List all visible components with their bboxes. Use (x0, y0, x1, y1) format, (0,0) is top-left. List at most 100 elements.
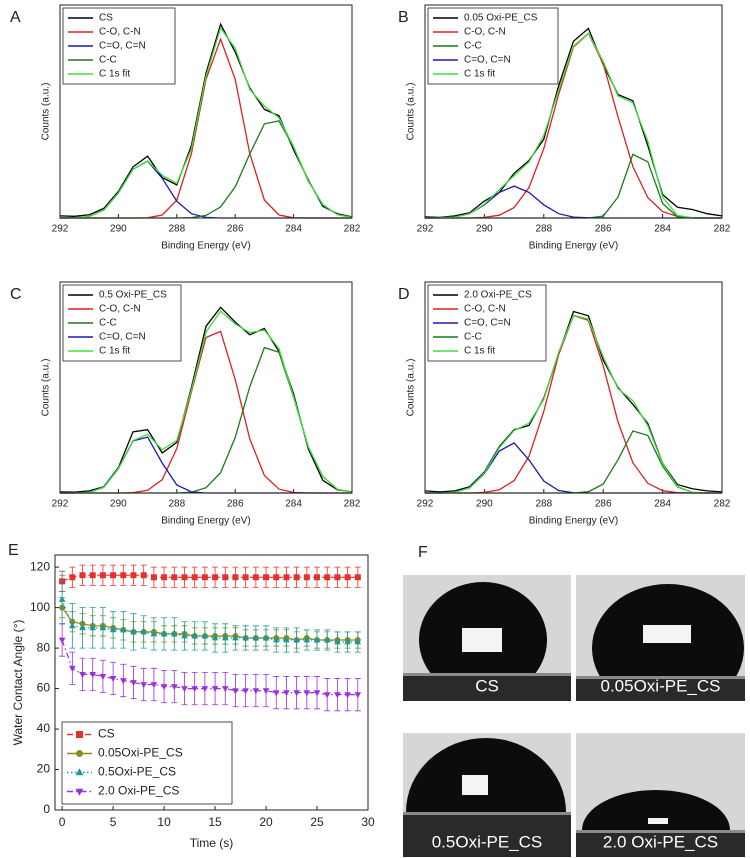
marker (140, 572, 147, 579)
legend-label: 2.0 Oxi-PE_CS (98, 784, 179, 798)
marker (313, 690, 321, 697)
legend-label: C-O, C-N (464, 304, 506, 315)
droplet-highlight (462, 775, 488, 795)
y-axis-title: Counts (a.u.) (41, 83, 52, 141)
marker (354, 638, 362, 645)
x-tick-label: 282 (714, 224, 731, 235)
plot-frame (59, 4, 353, 219)
plot-frame (54, 554, 369, 811)
marker (58, 595, 66, 602)
marker (69, 665, 76, 672)
series-line (60, 310, 353, 494)
x-tick-label: 292 (52, 224, 69, 235)
marker (222, 574, 229, 581)
substrate-edge (576, 830, 745, 833)
x-tick-label: 15 (208, 815, 222, 829)
marker (272, 690, 280, 697)
panel-label: B (398, 9, 409, 26)
marker (334, 638, 341, 645)
marker (324, 574, 331, 581)
panel-label: D (398, 286, 410, 303)
legend-label: 0.5Oxi-PE_CS (98, 765, 176, 779)
x-tick-label: 282 (344, 224, 361, 235)
y-tick-label: 100 (30, 600, 50, 614)
legend-label: C=O, C=N (464, 318, 511, 329)
marker (232, 634, 239, 641)
legend-label: C-C (464, 332, 482, 343)
series-line (60, 120, 353, 219)
droplet-highlight (648, 818, 668, 824)
legend-label: C 1s fit (464, 69, 495, 80)
substrate (576, 830, 745, 857)
marker (303, 574, 310, 581)
marker (344, 692, 351, 699)
marker (99, 572, 106, 579)
marker (76, 731, 83, 738)
x-tick-label: 290 (110, 499, 127, 510)
marker (110, 572, 117, 579)
series-line (61, 607, 358, 641)
marker (181, 632, 188, 639)
legend-label: 0.05Oxi-PE_CS (98, 746, 183, 760)
y-axis-title: Water Contact Angle (°) (11, 620, 25, 746)
panel-label: E (8, 542, 19, 559)
marker (242, 634, 249, 641)
marker (150, 682, 158, 689)
substrate (576, 676, 745, 701)
panel-label: C (10, 286, 22, 303)
photo-label: 0.05Oxi-PE_CS (601, 676, 721, 695)
legend-label: C-O, C-N (99, 304, 141, 315)
x-tick-label: 30 (361, 815, 375, 829)
x-axis-title: Binding Energy (eV) (529, 516, 619, 527)
x-axis-title: Binding Energy (eV) (161, 241, 251, 252)
marker (221, 634, 229, 641)
panel-label: F (418, 544, 428, 561)
marker (130, 572, 137, 579)
series-line (424, 310, 723, 493)
marker (181, 574, 188, 581)
photo (576, 733, 745, 857)
legend-label: C=O, C=N (99, 332, 146, 343)
x-axis-title: Binding Energy (eV) (161, 516, 251, 527)
x-tick-label: 292 (52, 499, 69, 510)
x-tick-label: 288 (535, 499, 552, 510)
x-tick-label: 290 (110, 224, 127, 235)
legend-label: C-O, C-N (464, 27, 506, 38)
legend-label: C-C (464, 41, 482, 52)
marker (273, 574, 280, 581)
marker (191, 686, 198, 693)
legend-label: C-O, C-N (99, 27, 141, 38)
series-line (425, 314, 722, 494)
marker (120, 572, 127, 579)
y-axis-title: Counts (a.u.) (406, 359, 417, 417)
legend-label: C 1s fit (99, 346, 130, 357)
marker (150, 574, 157, 581)
marker (150, 630, 158, 637)
marker (109, 676, 117, 683)
marker (79, 572, 86, 579)
plot-frame (59, 281, 353, 494)
legend-box (61, 721, 233, 805)
marker (303, 690, 311, 697)
y-tick-label: 80 (37, 640, 51, 654)
marker (181, 686, 188, 693)
marker (262, 634, 270, 641)
marker (323, 692, 331, 699)
y-tick-label: 120 (30, 559, 50, 573)
x-tick-label: 0 (59, 815, 66, 829)
marker (191, 632, 198, 639)
marker (283, 574, 290, 581)
marker (140, 628, 148, 635)
series-line (59, 26, 353, 219)
x-axis-title: Binding Energy (eV) (529, 241, 619, 252)
x-tick-label: 290 (476, 499, 493, 510)
legend-label: C-C (99, 55, 117, 66)
marker (140, 682, 148, 689)
marker (76, 750, 83, 757)
marker (293, 690, 300, 697)
marker (252, 688, 260, 695)
substrate-edge (576, 676, 745, 679)
legend-label: 2.0 Oxi-PE_CS (464, 290, 532, 301)
marker (283, 636, 290, 643)
